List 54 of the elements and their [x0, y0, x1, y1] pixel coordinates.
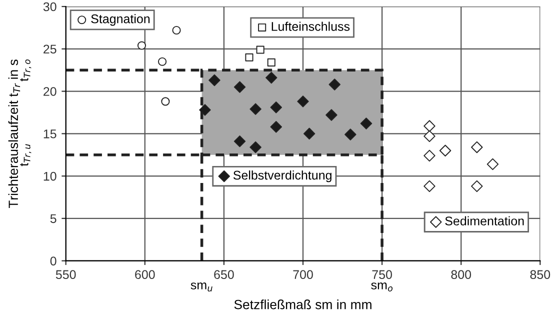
point: [424, 150, 436, 162]
point: [256, 46, 264, 54]
point: [326, 109, 338, 121]
x-tick-label: 600: [135, 270, 155, 280]
point: [344, 128, 356, 140]
point: [267, 58, 276, 66]
legend-label: Lufteinschluss: [272, 22, 350, 31]
point: [486, 158, 499, 170]
point: [424, 180, 436, 192]
y-tick-label: 5: [50, 214, 56, 224]
y-tick-label: 10: [44, 172, 56, 181]
y-tick-label: 0: [50, 256, 56, 266]
point: [172, 26, 181, 35]
point: [199, 104, 211, 116]
y-tick-label: 15: [44, 130, 56, 138]
point: [297, 96, 309, 108]
point: [270, 121, 282, 133]
point: [161, 97, 170, 106]
legend-label: Selbstverdichtung: [233, 170, 332, 182]
point: [424, 120, 436, 132]
point: [250, 103, 262, 115]
point: [270, 102, 282, 114]
point: [360, 118, 372, 130]
point: [208, 74, 220, 86]
y-tick-label: 20: [44, 87, 56, 96]
point: [471, 141, 483, 154]
x-tick-label: 850: [530, 270, 550, 280]
x-tick-label: 650: [214, 270, 234, 280]
point: [439, 144, 452, 156]
x-tick-label: 700: [293, 270, 313, 280]
point: [234, 81, 246, 93]
point: [158, 57, 167, 66]
point: [266, 72, 278, 84]
legend-label: Stagnation: [91, 14, 150, 26]
y-tick-label: 25: [44, 44, 56, 54]
y-axis-title: Trichterauslaufzeit t$_{Tr}$ in s: [8, 60, 20, 208]
point: [471, 180, 483, 192]
ref-line-label: sm$_{o}$: [371, 282, 393, 292]
point: [250, 141, 262, 154]
point: [424, 130, 436, 142]
y-tick-label: 30: [43, 2, 56, 12]
x-axis-title: Setzfließmaß sm in mm: [234, 300, 372, 310]
point: [234, 135, 246, 148]
ref-line-label: sm$_{u}$: [190, 282, 212, 292]
x-tick-label: 800: [451, 270, 472, 280]
point: [328, 78, 340, 90]
point: [303, 128, 316, 140]
point: [245, 53, 254, 62]
point: [137, 41, 146, 50]
x-tick-label: 750: [372, 270, 392, 280]
ref-line-label: t$_{Tr,u}$: [20, 144, 32, 166]
legend-label: Sedimentation: [445, 216, 524, 226]
ref-line-label: t$_{Tr,o}$: [20, 59, 32, 82]
x-tick-label: 550: [56, 270, 76, 280]
